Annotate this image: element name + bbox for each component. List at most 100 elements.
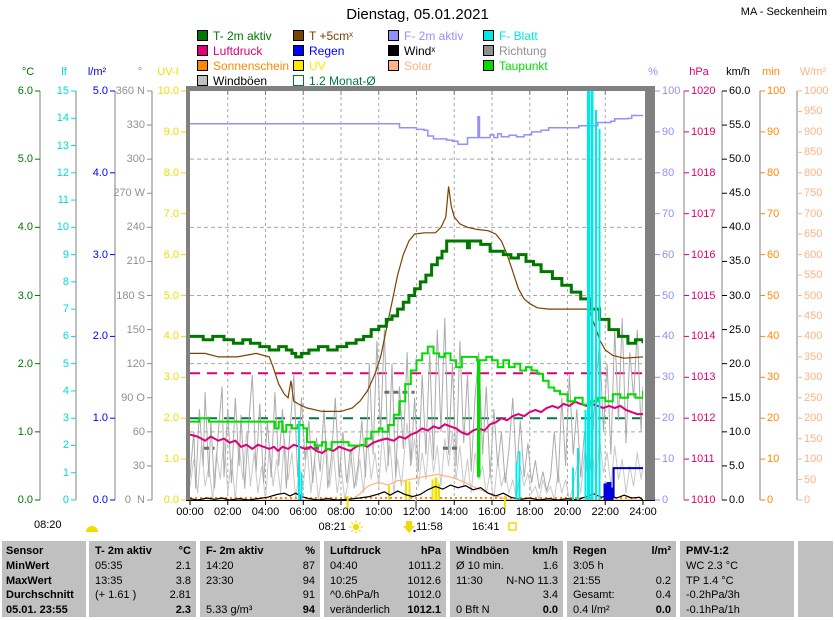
axis-tick-label-min: 30 <box>767 371 780 384</box>
axis-tick-label-hPa: 1015 <box>691 289 716 302</box>
axis-tick-label-lf: 7 <box>62 303 69 316</box>
axis-tick-label-uv: 4.0 <box>163 330 179 343</box>
table-panel-windb-en: Windböen km/h Ø 10 min. 1.6 11:30 N-NO 11.3 3.… <box>450 541 563 617</box>
axis-tick-label-uv: 9.0 <box>163 125 179 138</box>
cell-label: 21:55 <box>573 575 601 587</box>
axis-tick-label-hPa: 1018 <box>691 166 716 179</box>
axis-tick-label-degC: 1.0 <box>17 425 33 438</box>
axis-tick-label-wm2: 0 <box>804 494 811 506</box>
axis-tick-label-deg: 0 N <box>124 494 145 506</box>
axis-tick-label-min: 90 <box>767 125 780 138</box>
x-tick-label: 24:00 <box>629 506 657 518</box>
axis-tick-label-pct: 30 <box>662 371 675 384</box>
bar-uv <box>405 479 408 500</box>
axis-tick-label-deg: 150 <box>126 323 145 336</box>
axis-tick-label-deg: 60 <box>132 425 145 438</box>
axis-tick-label-lf: 8 <box>62 275 69 288</box>
axis-tick-label-lf: 3 <box>62 412 69 425</box>
bar-f-blatt <box>576 448 579 500</box>
table-row: (+ 1.61 ) 2.81 <box>89 588 196 602</box>
cell-label: TP 1.4 °C <box>686 575 734 587</box>
bar-uv <box>437 483 440 500</box>
axis-tick-label-wm2: 350 <box>804 350 823 363</box>
axis-tick-label-lf: 6 <box>62 330 69 343</box>
table-row: 3:05 h <box>567 559 676 573</box>
table-row: 0 Bft N 0.0 <box>450 603 563 617</box>
table-row-label: Sensor <box>6 545 44 557</box>
axis-tick-label-hPa: 1011 <box>691 453 715 466</box>
cell-label: veränderlich <box>330 604 390 616</box>
axis-tick-label-uv: 0.0 <box>163 494 179 506</box>
cell-label: 14:20 <box>206 560 234 572</box>
axis-tick-label-wm2: 800 <box>804 166 823 179</box>
table-row: Luftdruck hPa <box>324 544 446 558</box>
axis-tick-label-degC: 5.0 <box>17 153 33 166</box>
series-taupunkt <box>190 345 643 478</box>
legend-item-richtung: Richtung <box>483 45 546 57</box>
table-row-label: 05.01. 23:55 <box>6 604 68 616</box>
table-row: T- 2m aktiv °C <box>89 544 196 558</box>
bar-uv <box>408 481 411 500</box>
axis-tick-label-deg: 360 N <box>115 85 145 97</box>
axis-header-deg: ° <box>137 66 143 78</box>
column-header: Regen <box>573 545 607 557</box>
cell-label: 10:25 <box>330 575 358 587</box>
cell-label: 3:05 h <box>573 560 604 572</box>
column-header: PMV-1:2 <box>686 545 729 557</box>
cell-label: -0.2hPa/3h <box>686 589 740 601</box>
axis-header-min: min <box>762 66 780 78</box>
legend-label: 1.2 Monat-Ø <box>309 74 376 88</box>
cell-label: (+ 1.61 ) <box>95 589 137 601</box>
cell-label: 0 Bft N <box>456 604 490 616</box>
series-luftdruck <box>190 400 643 455</box>
bar-f-blatt <box>598 129 601 500</box>
plot-border-left <box>186 86 190 500</box>
axis-tick-label-lf: 15 <box>56 85 69 97</box>
table-row: 0.4 l/m² 0.0 <box>567 603 676 617</box>
axis-tick-label-hPa: 1017 <box>691 207 716 220</box>
legend-swatch <box>197 75 208 86</box>
axis-tick-label-pct: 80 <box>662 166 675 179</box>
table-row-header: 05.01. 23:55 <box>2 603 86 617</box>
axis-tick-label-min: 40 <box>767 330 780 343</box>
table-row-header: Sensor <box>2 544 86 558</box>
cell-label: 04:40 <box>330 560 358 572</box>
legend-item-wind-: Windˣ <box>388 45 435 57</box>
station-label: MA - Seckenheim <box>740 6 827 18</box>
axis-tick-label-pct: 100 <box>662 85 681 97</box>
axis-tick-label-wm2: 400 <box>804 330 823 343</box>
axis-tick-label-deg: 120 <box>126 357 145 370</box>
x-tick-label: 22:00 <box>591 506 620 518</box>
table-row: PMV-1:2 <box>680 544 794 558</box>
column-header: F- 2m aktiv <box>206 545 264 557</box>
axis-tick-label-lf: 11 <box>57 194 69 207</box>
cell-value: 0.4 <box>655 589 671 601</box>
legend-label: Regen <box>309 44 345 58</box>
legend-label: Windböen <box>213 74 268 88</box>
axis-tick-label-wm2: 850 <box>804 146 823 159</box>
legend-item-t-2m-aktiv: T- 2m aktiv <box>197 30 272 42</box>
legend-label: F- 2m aktiv <box>404 29 464 43</box>
x-tick-label: 10:00 <box>364 506 393 518</box>
table-row: Regen l/m² <box>567 544 676 558</box>
bar-uv <box>431 479 434 500</box>
legend-swatch <box>483 60 494 71</box>
legend-swatch <box>197 45 208 56</box>
axis-tick-label-hPa: 1020 <box>691 85 716 97</box>
legend-label: Richtung <box>499 44 547 58</box>
table-row-header: Durchschnitt <box>2 588 86 602</box>
stats-table: Sensor MinWert MaxWert Durchschnitt 05.01. 2… <box>0 540 835 618</box>
series-t-5cm <box>190 186 643 412</box>
legend-swatch <box>197 60 208 71</box>
axis-tick-label-kmh: 15.0 <box>729 391 751 404</box>
sunset-time: 16:41 <box>472 521 500 533</box>
axis-tick-label-lm2: 4.0 <box>92 166 108 179</box>
axis-tick-label-kmh: 60.0 <box>729 85 751 97</box>
table-row: 2.3 <box>89 603 196 617</box>
axis-tick-label-kmh: 50.0 <box>729 153 751 166</box>
legend-swatch <box>388 30 399 41</box>
x-tick-label: 00:00 <box>176 506 204 518</box>
axis-tick-label-pct: 60 <box>662 248 675 261</box>
sunrise-time: 08:21 <box>318 521 346 533</box>
